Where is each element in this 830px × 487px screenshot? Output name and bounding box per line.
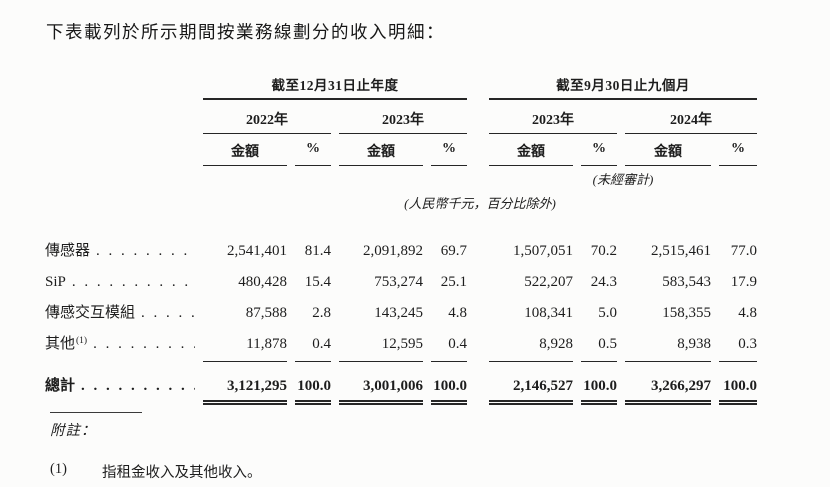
table-cell: 2.8 [312, 305, 331, 321]
table-cell: 25.1 [440, 274, 467, 290]
footnote-item: (1) 指租金收入及其他收入。 [50, 461, 262, 482]
table-cell: 0.4 [431, 329, 467, 362]
col-header-percent: % [295, 134, 331, 166]
col-header-percent: % [431, 134, 467, 166]
section-header-annual: 截至12月31日止年度 [203, 74, 467, 100]
table-cell: 8,938 [625, 329, 711, 362]
footnote-divider [50, 412, 142, 413]
table-cell: 8,928 [489, 329, 573, 362]
footnotes-section: 附註： (1) 指租金收入及其他收入。 [50, 412, 262, 482]
footnote-reference: (1) [76, 336, 88, 346]
table-cell: 5.0 [598, 305, 617, 321]
table-cell: 87,588 [245, 305, 287, 321]
col-header-amount: 金額 [625, 134, 711, 166]
row-label-text: 傳感器 [45, 243, 91, 259]
revenue-by-business-line-table: 截至12月31日止年度 截至9月30日止九個月 2022年 2023年 2023… [45, 74, 757, 405]
total-cell: 100.0 [581, 362, 617, 405]
table-cell: 81.4 [304, 243, 331, 259]
table-cell: 69.7 [440, 243, 467, 259]
table-cell: 2,091,892 [363, 243, 423, 259]
total-cell: 3,266,297 [625, 362, 711, 405]
table-cell: 0.3 [719, 329, 757, 362]
table-cell: 11,878 [203, 329, 287, 362]
col-header-amount: 金額 [203, 134, 287, 166]
table-cell: 12,595 [339, 329, 423, 362]
row-label-others: 其他 (1) . . . . . . . . . . . . . . . . .… [45, 329, 195, 362]
row-label-total: 總計 . . . . . . . . . . . . . . . . . . .… [45, 362, 195, 405]
table-cell: 15.4 [304, 274, 331, 290]
year-header-2022: 2022年 [203, 100, 331, 134]
dot-leader: . . . . . . . . . . . . . . . . . . . . … [141, 305, 195, 321]
table-cell: 480,428 [238, 274, 287, 290]
row-label-sip: SiP . . . . . . . . . . . . . . . . . . … [45, 267, 195, 298]
currency-unit-note: (人民幣千元，百分比除外) [404, 196, 556, 211]
section-header-nine-month: 截至9月30日止九個月 [489, 74, 757, 100]
row-label-text: 總計 [45, 378, 76, 394]
table-cell: 0.4 [295, 329, 331, 362]
table-cell: 753,274 [374, 274, 423, 290]
footnotes-heading: 附註： [50, 423, 97, 439]
dot-leader: . . . . . . . . . . . . . . . . . . . . … [81, 378, 195, 394]
year-header-2023: 2023年 [339, 100, 467, 134]
row-label-text: 其他 [45, 336, 76, 352]
table-cell: 70.2 [590, 243, 617, 259]
page-title: 下表載列於所示期間按業務線劃分的收入明細： [46, 22, 445, 42]
table-cell: 77.0 [730, 243, 757, 259]
total-cell: 3,121,295 [203, 362, 287, 405]
total-cell: 100.0 [431, 362, 467, 405]
col-header-percent: % [581, 134, 617, 166]
unaudited-note: (未經審計) [592, 172, 654, 187]
total-cell: 2,146,527 [489, 362, 573, 405]
table-cell: 2,541,401 [227, 243, 287, 259]
total-cell: 100.0 [719, 362, 757, 405]
year-header-2024-9m: 2024年 [625, 100, 757, 134]
table-cell: 583,543 [662, 274, 711, 290]
row-label-sensor-interaction-module: 傳感交互模組 . . . . . . . . . . . . . . . . .… [45, 298, 195, 329]
table-cell: 522,207 [524, 274, 573, 290]
table-cell: 17.9 [730, 274, 757, 290]
dot-leader: . . . . . . . . . . . . . . . . . . . . … [93, 336, 195, 352]
dot-leader: . . . . . . . . . . . . . . . . . . . . … [71, 274, 195, 290]
row-label-text: 傳感交互模組 [45, 305, 136, 321]
total-cell: 100.0 [295, 362, 331, 405]
total-cell: 3,001,006 [339, 362, 423, 405]
table-cell: 0.5 [581, 329, 617, 362]
col-header-amount: 金額 [339, 134, 423, 166]
table-cell: 108,341 [524, 305, 573, 321]
table-cell: 4.8 [448, 305, 467, 321]
footnote-text: 指租金收入及其他收入。 [102, 465, 262, 481]
col-header-amount: 金額 [489, 134, 573, 166]
table-cell: 4.8 [738, 305, 757, 321]
table-cell: 24.3 [590, 274, 617, 290]
row-label-text: SiP [45, 274, 66, 290]
table-cell: 158,355 [662, 305, 711, 321]
year-header-2023-9m: 2023年 [489, 100, 617, 134]
table-cell: 143,245 [374, 305, 423, 321]
row-label-sensors: 傳感器 . . . . . . . . . . . . . . . . . . … [45, 236, 195, 267]
table-cell: 1,507,051 [513, 243, 573, 259]
table-cell: 2,515,461 [651, 243, 711, 259]
dot-leader: . . . . . . . . . . . . . . . . . . . . … [96, 243, 195, 259]
col-header-percent: % [719, 134, 757, 166]
footnote-marker: (1) [50, 461, 67, 477]
